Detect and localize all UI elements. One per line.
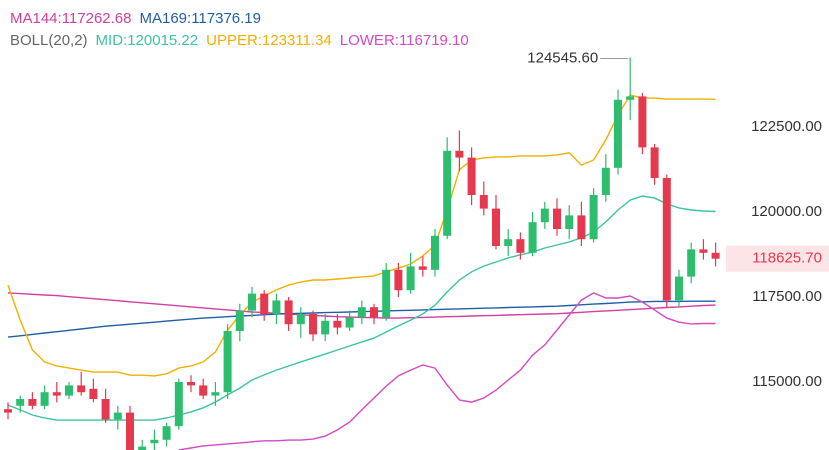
indicator-line — [7, 94, 716, 377]
last-price-box — [726, 245, 829, 272]
candle-body — [113, 412, 122, 420]
candle-body — [382, 269, 391, 318]
candle-body — [321, 320, 330, 335]
legend-entry: MID:120015.22 — [96, 32, 199, 49]
candle-body — [28, 398, 37, 406]
candle-body — [52, 392, 61, 396]
candle-body — [370, 307, 378, 318]
candle-body — [309, 313, 317, 335]
candle-body — [77, 385, 86, 393]
legend-entry: BOLL(20,2) — [10, 32, 88, 49]
candle-body — [296, 313, 305, 325]
candle-body — [284, 300, 293, 325]
overlay: 115000.00 117500.00 120000.00 122500.00 1245… — [0, 0, 829, 390]
candle-body — [516, 239, 525, 253]
candle-body — [357, 307, 366, 318]
candle-body — [699, 249, 708, 253]
plot-area — [4, 57, 720, 450]
candle-body — [614, 99, 622, 168]
candle-body — [577, 215, 586, 240]
candle-body — [601, 167, 610, 195]
candle-body — [65, 385, 73, 396]
candle-body — [223, 330, 232, 393]
legend-entry: MA144:117262.68 — [10, 10, 132, 27]
legend-entry: MA169:117376.19 — [140, 10, 262, 27]
candle-body — [711, 252, 720, 259]
legend-bg — [0, 0, 560, 52]
candle-body — [89, 388, 98, 399]
legend-entry: LOWER:116719.10 — [340, 32, 469, 49]
candle-body — [650, 147, 659, 178]
candle-body — [211, 392, 220, 396]
candle-body — [126, 412, 134, 450]
candle-body — [235, 310, 244, 331]
y-tick-label: 122500.00 — [751, 118, 822, 135]
candle-body — [687, 249, 696, 277]
candle-body — [406, 266, 415, 291]
candle-body — [675, 276, 683, 301]
legend-entry: UPPER:123311.34 — [206, 32, 332, 49]
candle-body — [626, 96, 635, 100]
y-tick-label: 120000.00 — [751, 203, 822, 220]
candle-body — [504, 239, 513, 246]
candle-body — [492, 208, 500, 246]
candle-body — [187, 381, 195, 386]
candle-body — [394, 269, 403, 291]
y-tick-label: 117500.00 — [752, 288, 822, 305]
candle-body — [199, 385, 208, 396]
y-tick-label: 115000.00 — [752, 373, 822, 390]
candle-body — [479, 194, 488, 209]
high-label: 124545.60 — [527, 49, 598, 66]
indicator-line — [7, 195, 716, 421]
indicator-line — [178, 292, 716, 450]
candle-body — [138, 446, 147, 450]
candle-body — [4, 409, 12, 413]
candle-body — [248, 293, 256, 311]
candle-body — [540, 208, 549, 223]
candle-body — [638, 96, 647, 148]
candle-body — [431, 235, 439, 270]
candle-body — [662, 177, 671, 301]
candle-body — [101, 398, 110, 420]
candle-body — [589, 194, 598, 240]
last-price-label: 118625.70 — [752, 250, 822, 267]
candle-body — [150, 439, 159, 444]
candle-body — [467, 157, 476, 195]
candle-body — [553, 208, 561, 229]
candle-body — [40, 392, 49, 406]
candle-body — [174, 381, 183, 427]
candle-body — [345, 317, 354, 328]
candle-body — [443, 150, 452, 236]
candle-body — [162, 426, 171, 440]
candle-body — [272, 300, 281, 314]
candle-body — [565, 215, 574, 229]
candle-body — [528, 222, 537, 253]
candle-body — [418, 266, 427, 270]
candle-body — [455, 150, 464, 158]
candle-body — [333, 320, 342, 328]
candle-body — [16, 398, 25, 406]
candle-body — [260, 293, 269, 314]
